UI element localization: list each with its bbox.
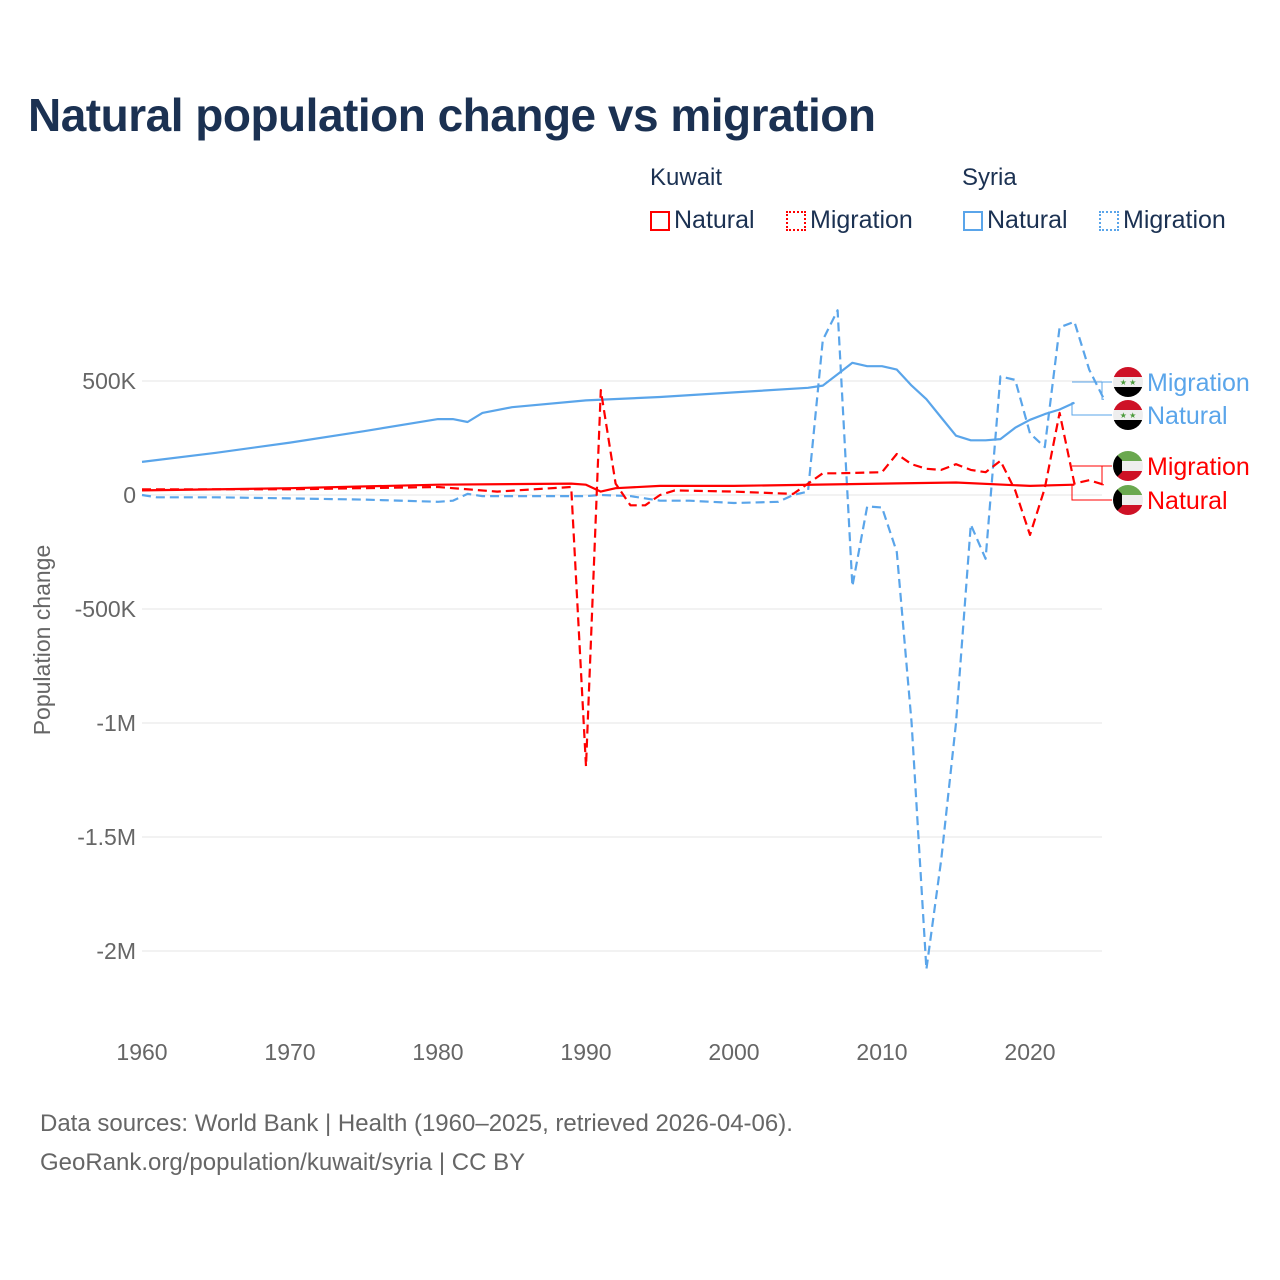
- legend-group-kuwait: Kuwait: [650, 164, 723, 191]
- legend-label: Natural: [987, 206, 1068, 234]
- y-axis-label: Population change: [29, 545, 55, 736]
- y-tick-label: -1.5M: [77, 824, 136, 850]
- legend-label: Natural: [674, 206, 755, 234]
- x-tick-label: 1990: [560, 1039, 611, 1065]
- kuwait-flag-icon: [1113, 451, 1143, 481]
- legend-swatch: [650, 210, 670, 231]
- legend-label: Migration: [1123, 206, 1226, 234]
- y-tick-label: -1M: [96, 710, 136, 736]
- legend-group-syria: Syria: [962, 164, 1017, 191]
- y-tick-label: 500K: [82, 368, 136, 394]
- series-end-label: Migration: [1147, 369, 1250, 397]
- x-tick-label: 2000: [708, 1039, 759, 1065]
- x-tick-label: 1970: [264, 1039, 315, 1065]
- chart-title: Natural population change vs migration: [28, 89, 876, 141]
- x-tick-label: 1980: [412, 1039, 463, 1065]
- series-line-syria-migration: [141, 309, 1105, 971]
- label-connector: [1071, 402, 1112, 416]
- x-tick-label: 2020: [1004, 1039, 1055, 1065]
- series-end-label: Natural: [1147, 402, 1228, 430]
- syria-flag-icon: ★ ★: [1113, 400, 1143, 430]
- legend-syria-migration[interactable]: Migration: [1099, 206, 1226, 235]
- kuwait-flag-icon: [1113, 485, 1143, 515]
- footer-link[interactable]: GeoRank.org/population/kuwait/syria | CC…: [40, 1149, 526, 1176]
- series-end-label: Natural: [1147, 487, 1228, 515]
- legend-label: Migration: [810, 206, 913, 234]
- y-tick-label: -500K: [75, 596, 137, 622]
- label-connector: [1071, 484, 1112, 501]
- legend-swatch: [963, 210, 983, 231]
- syria-flag-icon: ★ ★: [1113, 367, 1143, 397]
- legend-swatch: [1099, 210, 1119, 231]
- legend-swatch: [786, 210, 806, 231]
- legend-kuwait-natural[interactable]: Natural: [650, 206, 755, 235]
- legend-syria-natural[interactable]: Natural: [963, 206, 1068, 235]
- x-tick-label: 1960: [116, 1039, 167, 1065]
- label-connector: [1072, 465, 1112, 486]
- x-tick-label: 2010: [856, 1039, 907, 1065]
- series-line-kuwait-natural: [141, 481, 1075, 493]
- footer-sources: Data sources: World Bank | Health (1960–…: [40, 1110, 793, 1137]
- label-connector: [1072, 381, 1112, 400]
- series-line-syria-natural: [141, 361, 1075, 463]
- y-tick-label: -2M: [96, 938, 136, 964]
- svg-text:★ ★: ★ ★: [1120, 378, 1137, 387]
- series-end-label: Migration: [1147, 453, 1250, 481]
- legend-kuwait-migration[interactable]: Migration: [786, 206, 913, 235]
- series-line-kuwait-migration: [142, 389, 1105, 768]
- y-tick-label: 0: [123, 482, 136, 508]
- svg-text:★ ★: ★ ★: [1120, 411, 1137, 420]
